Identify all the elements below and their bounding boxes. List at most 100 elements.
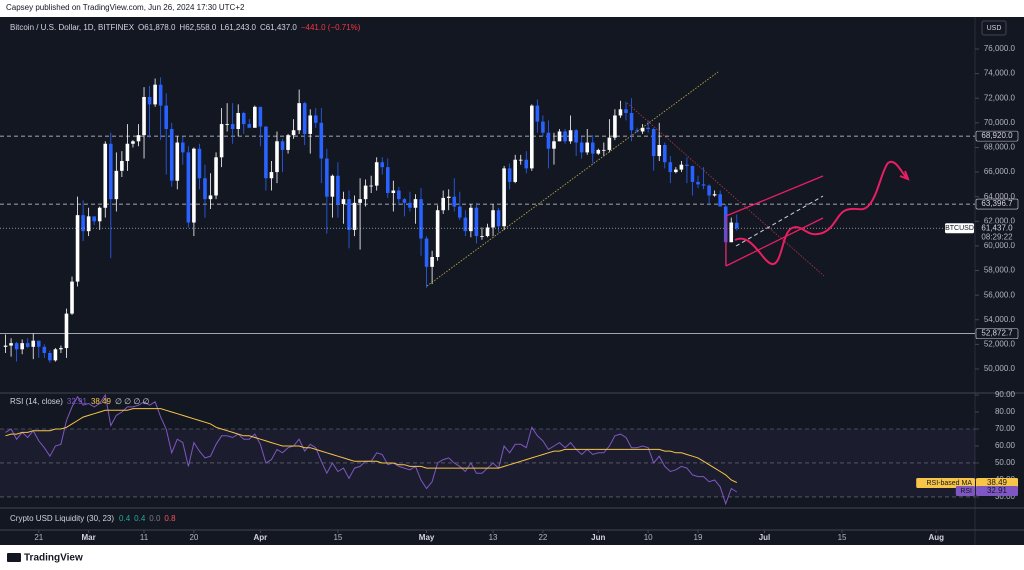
candle-body	[441, 197, 445, 211]
candle-body	[286, 135, 290, 150]
candle-body	[590, 142, 595, 154]
candle-body	[363, 185, 368, 200]
candle-body	[701, 184, 706, 186]
projection-path	[734, 160, 907, 265]
candle-body	[264, 126, 268, 179]
x-tick-label: Aug	[928, 533, 944, 542]
candle-body	[530, 105, 534, 169]
indicator-title: Crypto USD Liquidity (30, 23)	[10, 514, 114, 523]
candle-body	[302, 103, 307, 134]
candle-body	[696, 181, 700, 185]
series-name: RSI-based MA	[926, 480, 972, 487]
candle-body	[169, 128, 174, 181]
level-badge	[975, 328, 1019, 339]
candle-body	[308, 115, 313, 134]
ohlc: H62,558.0	[179, 23, 216, 32]
candle-body	[568, 130, 573, 142]
series-name: RSI	[960, 488, 972, 495]
candle-body	[219, 124, 224, 158]
candle-body	[624, 109, 628, 113]
y-tick-label: 70.00	[995, 424, 1016, 433]
footer-bar	[0, 545, 1024, 570]
candle-body	[136, 135, 141, 142]
candle-body	[374, 162, 379, 186]
rsi-legend: RSI (14, close) 32.91 38.49 ∅ ∅ ∅ ∅	[10, 397, 150, 406]
candle-body	[214, 157, 218, 196]
candle-body	[729, 222, 734, 243]
y-tick-label: 58,000.0	[984, 266, 1016, 275]
series-last-value: 32.91	[987, 486, 1008, 495]
series-last-value-bg	[976, 478, 1018, 488]
candle-body	[662, 144, 667, 163]
x-tick-label: 10	[644, 533, 653, 542]
candle-body	[236, 112, 241, 129]
candle-body	[446, 196, 451, 198]
ohlc: C61,437.0	[260, 23, 297, 32]
candle-body	[424, 238, 429, 267]
indicator-value: 0.4	[119, 514, 131, 523]
symbol-badge-bg	[945, 223, 974, 234]
y-tick-label: 60,000.0	[984, 241, 1016, 250]
candle-body	[646, 127, 650, 129]
indicator-value: 0.4	[134, 514, 146, 523]
currency-button[interactable]	[981, 20, 1007, 36]
candle-body	[75, 215, 80, 282]
candle-body	[535, 105, 540, 122]
candle-body	[280, 141, 285, 150]
candle-body	[651, 128, 656, 157]
candle-body	[685, 164, 689, 166]
channel-line	[725, 175, 824, 217]
candle-body	[629, 112, 634, 131]
candle-body	[258, 106, 263, 127]
candle-body	[313, 115, 318, 123]
rsi-ma-value: 38.49	[91, 397, 112, 406]
trendline	[426, 71, 719, 287]
candle-body	[491, 210, 495, 228]
candle-body	[175, 142, 180, 181]
candle-body	[419, 199, 423, 239]
candle-body	[241, 112, 246, 125]
candle-body	[181, 142, 185, 153]
candle-body	[64, 313, 69, 349]
candle-body	[557, 131, 562, 142]
candle-body	[518, 159, 523, 161]
candle-body	[14, 343, 19, 350]
series-last-value-bg	[976, 486, 1018, 496]
candle-body	[613, 115, 617, 138]
y-tick-label: 50.00	[995, 458, 1016, 467]
candle-body	[92, 216, 96, 222]
level-label: 63,396.7	[981, 199, 1013, 208]
candle-body	[585, 142, 590, 153]
y-tick-label: 76,000.0	[984, 44, 1016, 53]
x-tick-label: Mar	[82, 533, 96, 542]
candle-body	[402, 199, 407, 203]
y-tick-label: 90.00	[995, 390, 1016, 399]
candle-body	[197, 148, 202, 179]
candle-body	[325, 158, 329, 197]
candle-body	[269, 172, 274, 179]
y-tick-label: 52,000.0	[984, 339, 1016, 348]
x-tick-label: 13	[489, 533, 498, 542]
channel-mid	[735, 195, 824, 247]
candle-body	[480, 236, 484, 237]
candle-body	[70, 281, 74, 314]
top-bar	[0, 0, 1024, 17]
x-tick-label: 21	[34, 533, 43, 542]
x-tick-label: Apr	[253, 533, 267, 542]
candle-body	[496, 210, 501, 227]
level-label: 68,920.0	[981, 131, 1013, 140]
candle-body	[574, 130, 578, 143]
candle-body	[524, 159, 529, 169]
candle-body	[253, 106, 257, 128]
symbol-badge: BTCUSD	[945, 225, 974, 232]
candle-body	[341, 199, 346, 205]
change: −441.0 (−0.71%)	[301, 23, 361, 32]
candle-body	[607, 137, 612, 150]
candle-body	[707, 185, 711, 196]
candle-body	[674, 169, 678, 173]
candle-body	[552, 141, 556, 149]
candle-body	[452, 196, 457, 207]
candle-body	[114, 170, 119, 200]
currency: USD	[987, 25, 1002, 32]
